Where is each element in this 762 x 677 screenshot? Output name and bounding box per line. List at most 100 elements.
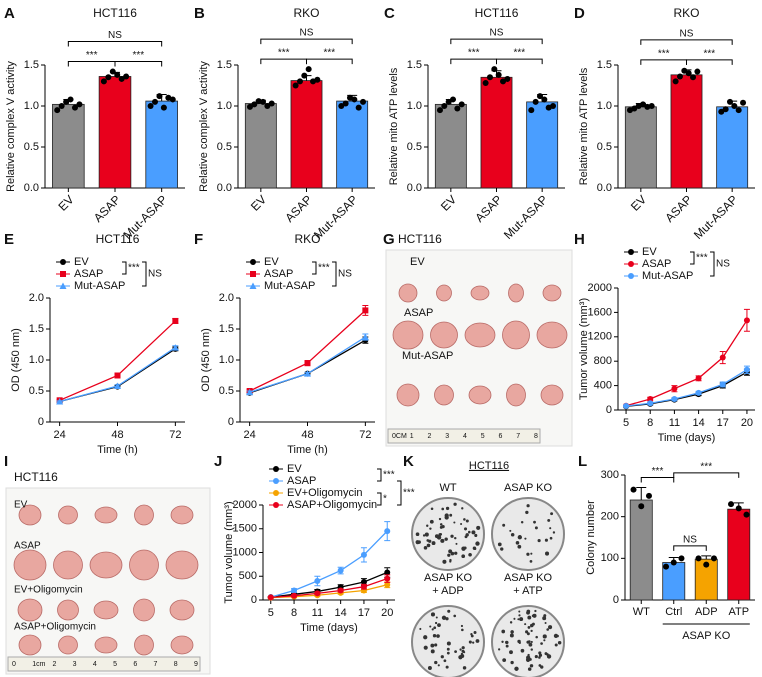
data-point — [152, 98, 159, 105]
panel-title: HCT116 — [93, 6, 137, 20]
legend-label: Mut-ASAP — [74, 280, 125, 292]
legend-label: EV — [642, 246, 657, 258]
x-tick-label: 8 — [291, 607, 297, 619]
colony — [526, 609, 531, 614]
significance-label: *** — [132, 50, 144, 61]
colony — [518, 614, 521, 617]
colony — [431, 541, 436, 546]
colony — [542, 616, 547, 621]
marker — [273, 502, 279, 508]
significance-label: NS — [338, 269, 352, 280]
colony — [530, 552, 533, 555]
data-point — [67, 96, 74, 103]
data-point — [355, 104, 362, 111]
y-axis-label: Relative mito ATP levels — [578, 67, 590, 185]
data-point — [690, 74, 697, 81]
colony — [497, 542, 502, 547]
colony — [509, 529, 512, 532]
y-tick-label: 1.5 — [217, 59, 232, 71]
photo-title: HCT116 — [398, 232, 442, 246]
significance-bracket — [306, 58, 353, 65]
significance-label: *** — [658, 49, 670, 60]
panel-letter: B — [194, 5, 205, 22]
ruler-label: 5 — [481, 433, 485, 440]
colony — [441, 507, 445, 511]
x-tick-label: Ctrl — [665, 606, 682, 618]
marker — [60, 259, 66, 265]
data-point — [441, 103, 448, 109]
plate-label: WT — [439, 482, 456, 494]
y-tick-label: 1200 — [588, 331, 612, 343]
legend-label: ASAP — [287, 475, 316, 487]
colony — [528, 642, 533, 647]
panel-letter: F — [194, 231, 203, 248]
y-tick-label: 0.0 — [407, 182, 422, 194]
bar — [624, 106, 657, 189]
x-tick-label: 24 — [54, 429, 66, 441]
marker — [60, 271, 66, 277]
photo-label: ASAP+Oligomycin — [14, 622, 96, 633]
photo-title: HCT116 — [14, 470, 58, 484]
marker — [273, 466, 279, 472]
significance-bracket — [450, 38, 543, 45]
data-point — [301, 72, 308, 79]
colony — [465, 519, 469, 523]
colony — [524, 623, 527, 626]
colony — [447, 609, 451, 613]
colony — [441, 615, 447, 620]
colony — [529, 664, 534, 668]
marker — [267, 594, 274, 601]
tumor — [506, 383, 526, 407]
colony — [423, 635, 428, 640]
colony — [447, 553, 451, 557]
colony — [474, 533, 478, 538]
data-point — [105, 74, 112, 81]
data-point — [630, 486, 637, 493]
y-tick-label: 0.0 — [217, 182, 232, 194]
significance-label: *** — [703, 49, 715, 60]
significance-bracket — [640, 59, 687, 65]
colony — [552, 531, 556, 534]
legend-label: EV — [74, 256, 89, 268]
colony — [546, 654, 552, 659]
significance-label: *** — [383, 470, 395, 481]
data-point — [678, 555, 685, 562]
x-tick-label: 72 — [359, 429, 371, 441]
significance-label: NS — [148, 269, 162, 280]
data-point — [640, 101, 647, 108]
x-tick-label: 48 — [301, 429, 313, 441]
tumor — [536, 321, 568, 349]
error-bar — [701, 555, 712, 560]
significance-label: *** — [468, 48, 480, 59]
tumor — [134, 504, 154, 526]
data-point — [491, 66, 498, 73]
x-tick-label: Mut-ASAP — [691, 192, 741, 242]
colony — [465, 533, 469, 537]
ruler-label: 0CM — [392, 433, 407, 440]
significance-bracket — [673, 545, 707, 551]
y-tick-label: 0.5 — [217, 141, 232, 153]
marker — [695, 389, 702, 396]
colony — [455, 542, 458, 545]
marker — [59, 282, 67, 289]
marker — [114, 382, 121, 390]
tumor — [18, 504, 42, 526]
plate-label: ASAP KO — [504, 572, 553, 584]
y-tick-label: 2.0 — [29, 292, 44, 304]
marker — [719, 381, 726, 388]
legend-label: ASAP — [74, 268, 103, 280]
significance-label: *** — [86, 50, 98, 61]
colony — [527, 667, 532, 671]
colony — [423, 546, 428, 550]
colony — [439, 523, 443, 526]
panel-letter: L — [578, 453, 587, 470]
legend-label: ASAP — [642, 258, 671, 270]
colony — [434, 621, 438, 625]
data-point — [500, 78, 507, 85]
colony — [461, 554, 466, 559]
marker — [172, 317, 179, 324]
colony — [510, 630, 514, 634]
ruler-label: 7 — [154, 661, 158, 668]
tumor — [508, 283, 524, 303]
significance-label: * — [383, 494, 387, 505]
